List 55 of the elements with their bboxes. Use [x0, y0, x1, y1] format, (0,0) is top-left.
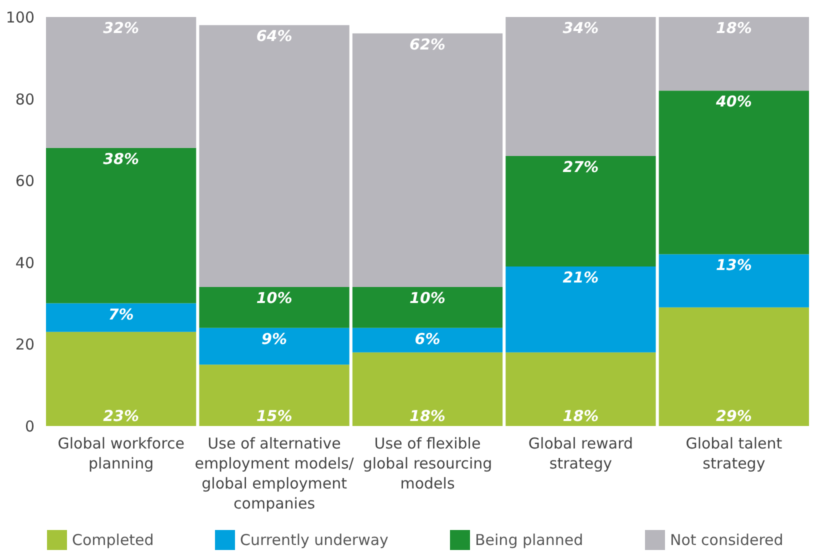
data-label: 15%	[256, 407, 292, 425]
bar	[199, 364, 350, 426]
bar	[506, 266, 656, 352]
bar	[658, 307, 809, 426]
data-label: 9%	[262, 330, 288, 348]
legend-label: Not considered	[670, 531, 784, 549]
x-tick-label: Global talent strategy	[686, 434, 782, 472]
bar	[46, 148, 196, 304]
data-label: 29%	[716, 407, 752, 425]
data-label: 10%	[256, 288, 292, 307]
x-tick-label: Use of flexible global resourcing models	[362, 434, 492, 492]
y-tick-label: 100	[6, 8, 34, 26]
bar	[46, 303, 196, 332]
bar	[46, 17, 196, 148]
x-tick-label: Global workforce planning	[58, 434, 184, 472]
x-tick-label: Use of alternative employment models/ global employment companies	[194, 434, 355, 512]
data-label: 40%	[714, 92, 752, 111]
bar	[199, 25, 350, 287]
y-tick-label: 60	[15, 172, 34, 190]
data-label: 23%	[103, 407, 140, 425]
bar	[352, 286, 503, 328]
bar	[352, 352, 503, 426]
data-label: 62%	[410, 35, 446, 54]
data-label: 21%	[562, 268, 599, 286]
legend-label: Currently underway	[240, 531, 389, 549]
bar	[352, 33, 503, 287]
bar	[658, 17, 809, 91]
y-tick-label: 20	[15, 336, 34, 354]
legend-label: Being planned	[475, 531, 584, 549]
data-label: 10%	[410, 288, 446, 307]
bar	[199, 328, 350, 365]
y-tick-label: 80	[15, 90, 34, 108]
bar	[658, 254, 809, 308]
bar	[199, 286, 350, 328]
data-label: 18%	[562, 407, 599, 425]
bar	[658, 90, 809, 254]
data-label: 18%	[716, 19, 752, 37]
data-label: 38%	[103, 150, 140, 168]
bar	[506, 156, 656, 266]
y-tick-label: 0	[24, 418, 34, 436]
bar	[352, 328, 503, 352]
data-label: 34%	[562, 19, 599, 37]
data-label: 7%	[108, 305, 134, 324]
data-label: 64%	[256, 27, 292, 46]
bar	[506, 352, 656, 426]
data-label: 6%	[414, 330, 440, 348]
bar	[46, 332, 196, 426]
data-label: 27%	[562, 158, 599, 176]
y-tick-label: 40	[15, 254, 34, 272]
data-label: 18%	[410, 407, 446, 425]
x-tick-label: Global reward strategy	[528, 434, 633, 472]
data-label: 13%	[716, 256, 752, 274]
data-label: 32%	[103, 19, 140, 37]
legend-label: Completed	[72, 531, 154, 549]
bar	[506, 17, 656, 156]
